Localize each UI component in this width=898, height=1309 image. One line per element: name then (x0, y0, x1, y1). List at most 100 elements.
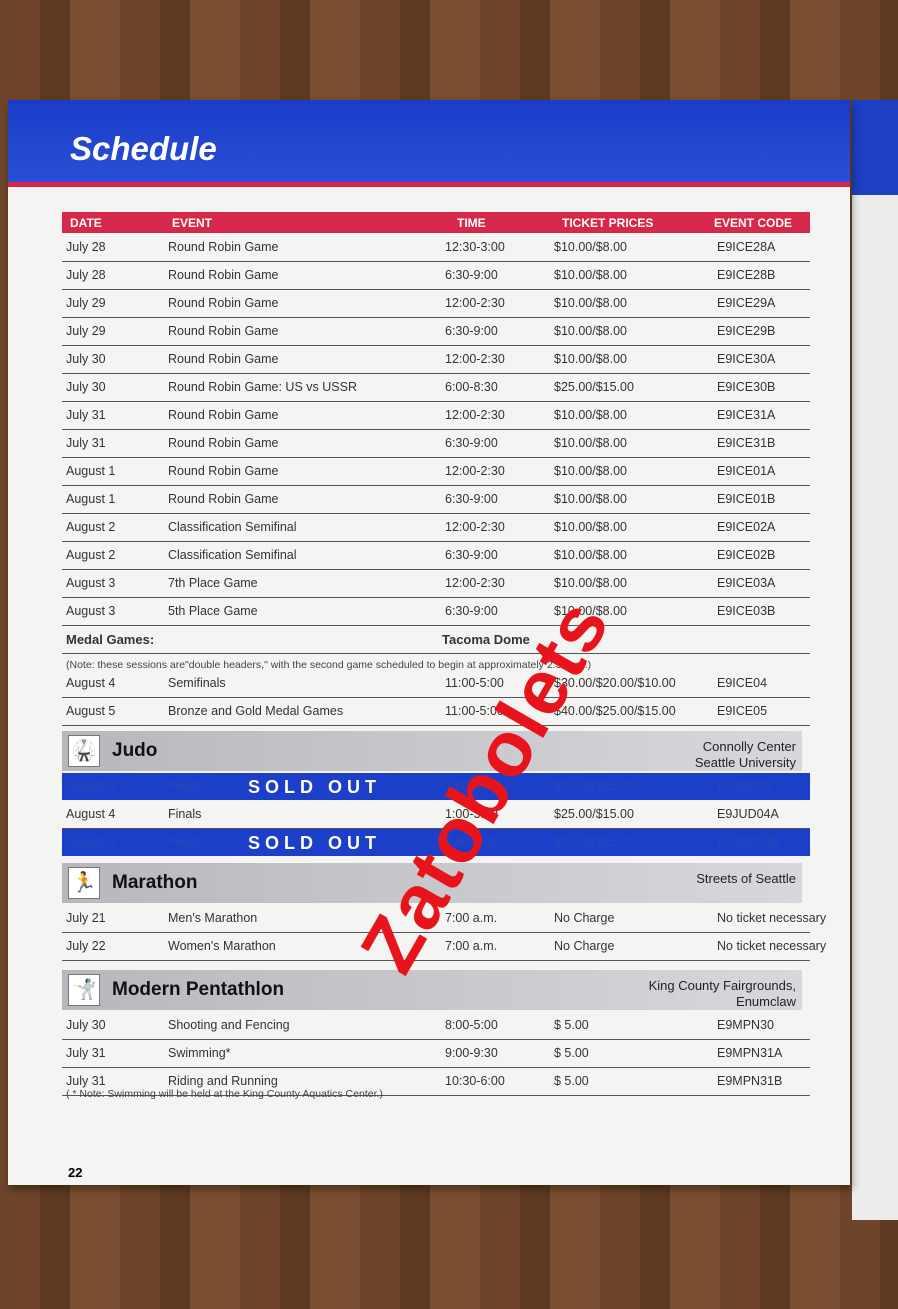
date-cell: August 2 (66, 520, 116, 534)
date-cell: August 3 (66, 779, 116, 793)
table-row: July 29 Round Robin Game 12:00-2:30 $10.00/… (62, 290, 810, 318)
time-cell: 7:00 a.m. (445, 939, 498, 953)
time-cell: 6:00-8:30 (445, 380, 498, 394)
time-cell: 1:00-3:30 (445, 807, 498, 821)
date-cell: July 28 (66, 268, 106, 282)
code-cell: No ticket necessary (717, 939, 827, 953)
page-title: Schedule (70, 130, 217, 167)
event-cell: Swimming* (168, 1046, 231, 1060)
code-cell: E9ICE30A (717, 352, 776, 366)
medal-games-row: Medal Games: Tacoma Dome (62, 626, 810, 654)
date-cell: July 21 (66, 911, 106, 925)
price-cell: $10.00/$8.00 (554, 464, 627, 478)
price-cell: $25.00/$15.00 (554, 380, 634, 394)
event-cell: Round Robin Game (168, 240, 279, 254)
sold-out-row: August 4 Finals 4:00-5:30 $25.00/$15.00 E9JU… (62, 829, 810, 856)
time-cell: 9:00-9:30 (445, 1046, 498, 1060)
col-code: EVENT CODE (714, 216, 793, 230)
time-cell: 12:00-2:30 (445, 464, 505, 478)
price-cell: $25.00/$15.00 (554, 779, 634, 793)
event-cell: Round Robin Game (168, 268, 279, 282)
pentathlon-pictogram-icon: 🤺 (68, 974, 100, 1006)
section-title: Modern Pentathlon (112, 979, 285, 1000)
time-cell: 12:00-2:30 (445, 520, 505, 534)
price-cell: $10.00/$8.00 (554, 408, 627, 422)
code-cell: E9JUD04B (717, 835, 779, 849)
date-cell: August 1 (66, 464, 116, 478)
marathon-pictogram-icon: 🏃 (68, 867, 100, 899)
schedule-page: Schedule DATE EVENT TIME TICKET PRICES E… (8, 100, 850, 1185)
table-row: August 2 Classification Semifinal 6:30-9:0… (62, 542, 810, 570)
section-judo: 🥋 Judo Connolly Center Seattle University (62, 731, 802, 771)
price-cell: $10.00/$8.00 (554, 576, 627, 590)
code-cell: E9ICE28B (717, 268, 776, 282)
time-cell: 11:00-5:00 (445, 704, 504, 718)
col-time: TIME (457, 216, 486, 230)
time-cell: 6:30-9:00 (445, 268, 498, 282)
event-cell: Classification Semifinal (168, 548, 297, 562)
pentathlon-note: ( * Note: Swimming will be held at the K… (66, 1088, 383, 1100)
code-cell: No ticket necessary (717, 911, 827, 925)
time-cell: 6:30-9:00 (445, 324, 498, 338)
table-row: July 30 Shooting and Fencing 8:00-5:00 $ 5.… (62, 1012, 810, 1040)
date-cell: August 1 (66, 492, 116, 506)
price-cell: $10.00/$8.00 (554, 492, 627, 506)
event-cell: Round Robin Game: US vs USSR (168, 380, 357, 394)
date-cell: August 2 (66, 548, 116, 562)
code-cell: E9ICE03B (717, 604, 776, 618)
price-cell: $10.00/$8.00 (554, 352, 627, 366)
sold-out-row: August 3 Finals 1:00-3:30 $25.00/$15.00 E9JU… (62, 773, 810, 800)
price-cell: $30.00/$20.00/$10.00 (554, 676, 676, 690)
event-cell: Women's Marathon (168, 939, 276, 953)
table-row: August 5 Bronze and Gold Medal Games 11:00… (62, 698, 810, 726)
table-row: August 1 Round Robin Game 6:30-9:00 $10.00/… (62, 486, 810, 514)
time-cell: 12:00-2:30 (445, 296, 505, 310)
venue: Connolly Center Seattle University (695, 739, 796, 771)
event-cell: Men's Marathon (168, 911, 258, 925)
event-cell: Round Robin Game (168, 408, 279, 422)
code-cell: E9ICE31A (717, 408, 776, 422)
judo-pictogram-icon: 🥋 (68, 735, 100, 767)
date-cell: July 30 (66, 352, 106, 366)
medal-note: (Note: these sessions are"double headers… (66, 659, 592, 671)
table-row: August 2 Classification Semifinal 12:00-2:… (62, 514, 810, 542)
date-cell: August 5 (66, 704, 116, 718)
date-cell: August 3 (66, 576, 116, 590)
sold-out-label: SOLD OUT (248, 777, 381, 797)
date-cell: August 4 (66, 807, 116, 821)
event-cell: Shooting and Fencing (168, 1018, 290, 1032)
code-cell: E9ICE05 (717, 704, 768, 718)
table-row: July 31 Swimming* 9:00-9:30 $ 5.00 E9MPN31A (62, 1040, 810, 1068)
table-row: August 1 Round Robin Game 12:00-2:30 $10.00… (62, 458, 810, 486)
col-prices: TICKET PRICES (562, 216, 654, 230)
date-cell: July 31 (66, 408, 106, 422)
event-cell: Bronze and Gold Medal Games (168, 704, 344, 718)
event-cell: Round Robin Game (168, 296, 279, 310)
event-cell: Semifinals (168, 676, 226, 690)
code-cell: E9ICE02A (717, 520, 776, 534)
table-row: August 4 Semifinals 11:00-5:00 $30.00/$20.0… (62, 670, 810, 698)
price-cell: $10.00/$8.00 (554, 324, 627, 338)
time-cell: 11:00-5:00 (445, 676, 504, 690)
event-cell: Round Robin Game (168, 464, 279, 478)
col-event: EVENT (172, 216, 213, 230)
table-row: July 21 Men's Marathon 7:00 a.m. No Charge N… (62, 905, 826, 933)
time-cell: 6:30-9:00 (445, 492, 498, 506)
time-cell: 12:00-2:30 (445, 408, 505, 422)
table-row: July 30 Round Robin Game: US vs USSR 6:00-… (62, 374, 810, 402)
event-cell: Finals (168, 835, 202, 849)
price-cell: $10.00/$8.00 (554, 240, 627, 254)
time-cell: 6:30-9:00 (445, 604, 498, 618)
time-cell: 12:00-2:30 (445, 352, 505, 366)
price-cell: No Charge (554, 911, 615, 925)
venue: Streets of Seattle (696, 871, 796, 887)
code-cell: E9JUD03 (717, 779, 771, 793)
event-cell: Finals (168, 779, 202, 793)
table-row: July 30 Round Robin Game 12:00-2:30 $10.00/… (62, 346, 810, 374)
medal-label: Medal Games: (66, 632, 155, 647)
date-cell: August 3 (66, 604, 116, 618)
price-cell: $ 5.00 (554, 1046, 589, 1060)
venue-line: Streets of Seattle (696, 871, 796, 886)
time-cell: 12:30-3:00 (445, 240, 505, 254)
col-date: DATE (70, 216, 102, 230)
